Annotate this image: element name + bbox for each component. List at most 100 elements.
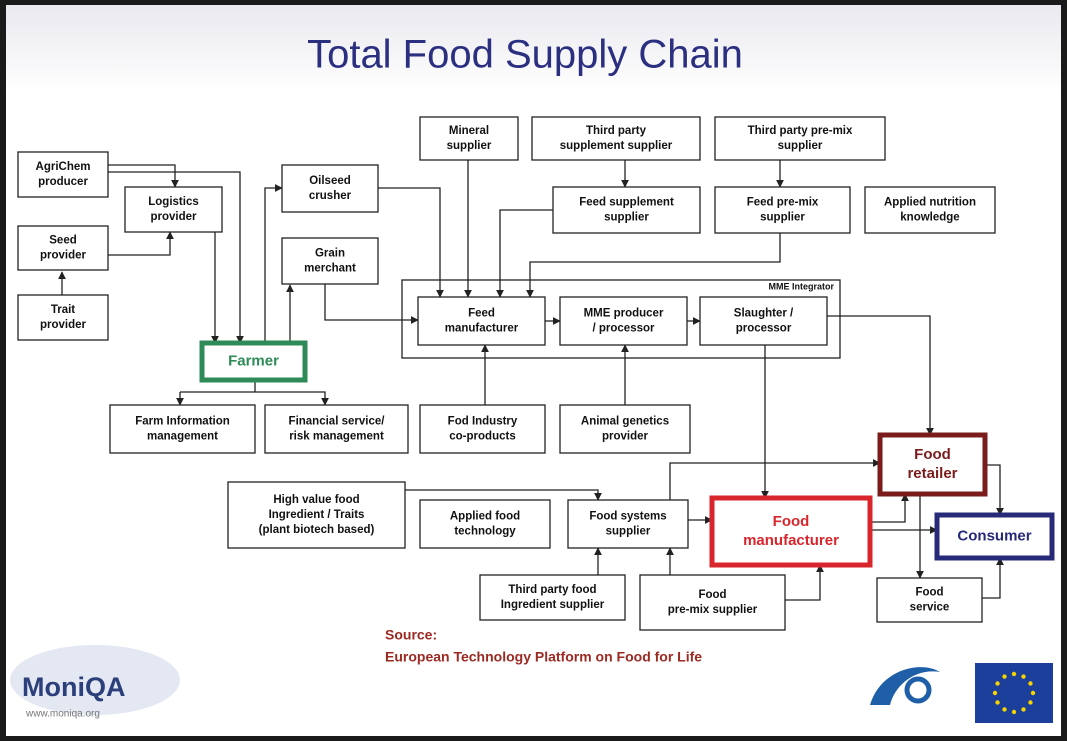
node-label: Animal genetics xyxy=(581,416,669,428)
node-box xyxy=(639,574,786,631)
node: Trait provider xyxy=(17,294,109,341)
title: Total Food Supply Chain xyxy=(307,33,743,77)
node-box xyxy=(877,432,988,497)
node-label: retailer xyxy=(907,465,957,482)
node-label: provider xyxy=(150,211,197,223)
node-box xyxy=(559,404,691,454)
node: MME producer / processor xyxy=(559,296,688,346)
node-label: Food xyxy=(914,446,951,463)
program-logo xyxy=(870,667,940,705)
node-label: crusher xyxy=(309,190,352,202)
node-box xyxy=(531,116,701,161)
node-box xyxy=(567,499,689,549)
node: Food pre-mix supplier xyxy=(639,574,786,631)
eu-star xyxy=(1028,681,1033,686)
node-box xyxy=(876,577,983,623)
node: Slaughter / processor xyxy=(699,296,828,346)
node-label: / processor xyxy=(593,323,656,335)
node: Feed manufacturer xyxy=(417,296,546,346)
node: Farm Information management xyxy=(109,404,256,454)
node-label: Feed xyxy=(468,308,495,320)
eu-star xyxy=(1002,707,1007,712)
node-label: provider xyxy=(40,250,87,262)
edge xyxy=(982,557,1004,599)
node-label: pre-mix supplier xyxy=(668,604,758,616)
node-label: Grain xyxy=(315,248,345,260)
edges xyxy=(58,160,1004,601)
edge xyxy=(108,231,174,256)
node: Feed supplement supplier xyxy=(552,186,701,234)
node-label: AgriChem xyxy=(36,161,91,173)
node-label: management xyxy=(147,431,218,443)
node-box xyxy=(714,116,886,161)
eu-star xyxy=(992,690,998,696)
node-box xyxy=(419,404,546,454)
node-label: manufacturer xyxy=(743,532,839,549)
nodes: AgriChem producer Seed provider Trait provide… xyxy=(17,116,1055,631)
node-label: processor xyxy=(736,323,792,335)
edge xyxy=(405,489,602,501)
source-text: European Technology Platform on Food for… xyxy=(385,649,702,665)
node-label: Seed xyxy=(49,235,77,247)
edge xyxy=(108,164,179,188)
eu-star xyxy=(995,700,1000,705)
node: Applied nutrition knowledge xyxy=(864,186,996,234)
node: High value food Ingredient / Traits (plant… xyxy=(227,481,406,549)
node-label: Food xyxy=(773,513,810,530)
node-label: Financial service/ xyxy=(289,416,386,428)
node: Third party pre-mix supplier xyxy=(714,116,886,161)
node: Fod Industry co-products xyxy=(419,404,546,454)
node-label: Applied food xyxy=(450,511,520,523)
node-label: Farm Information xyxy=(135,416,230,428)
node-label: Fod Industry xyxy=(448,416,518,428)
source-label: Source: xyxy=(385,627,437,643)
edge xyxy=(378,187,444,298)
node-box xyxy=(419,116,519,161)
node: Oilseed crusher xyxy=(281,164,379,213)
edge xyxy=(985,464,1004,516)
node-box xyxy=(227,481,406,549)
eu-stars xyxy=(992,671,1036,715)
eu-star xyxy=(1021,674,1026,679)
node-box xyxy=(559,296,688,346)
mme-integrator-box xyxy=(401,279,841,359)
node-box xyxy=(17,151,109,198)
node-label: Third party xyxy=(586,125,647,137)
node-label: High value food xyxy=(273,494,359,506)
eu-star xyxy=(1021,707,1026,712)
logo-name: MoniQA xyxy=(22,672,125,702)
eu-star xyxy=(995,681,1000,686)
node-label: supplement supplier xyxy=(560,140,673,152)
node: Feed pre-mix supplier xyxy=(714,186,851,234)
node-label: risk management xyxy=(289,431,384,443)
edge xyxy=(264,184,283,343)
node-box xyxy=(709,495,873,568)
node-label: Consumer xyxy=(957,527,1031,544)
node: Grain merchant xyxy=(281,237,379,285)
edge xyxy=(108,171,244,344)
node: Animal genetics provider xyxy=(559,404,691,454)
edge xyxy=(496,209,553,298)
node-label: MME producer xyxy=(584,308,664,320)
node-label: producer xyxy=(38,176,88,188)
node-label: Mineral xyxy=(449,125,489,137)
eu-star xyxy=(1011,671,1017,677)
node-label: technology xyxy=(454,526,516,538)
node-label: supplier xyxy=(604,212,649,224)
node-label: Trait xyxy=(51,304,75,316)
node-box xyxy=(17,225,109,271)
node: Applied food technology xyxy=(419,499,551,549)
node-label: Oilseed xyxy=(309,175,351,187)
node-label: supplier xyxy=(606,526,651,538)
node-label: service xyxy=(910,602,950,614)
eu-star xyxy=(1030,690,1036,696)
edge xyxy=(870,493,909,523)
node-label: Food xyxy=(698,589,726,601)
node-label: provider xyxy=(40,319,87,331)
node: Third party supplement supplier xyxy=(531,116,701,161)
node-box xyxy=(419,499,551,549)
node: Food manufacturer xyxy=(709,495,873,568)
node: Food retailer xyxy=(877,432,988,497)
